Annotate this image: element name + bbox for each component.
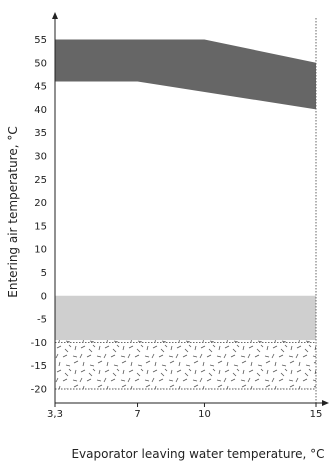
y-tick-label: 55 xyxy=(34,35,47,46)
x-tick-label: 7 xyxy=(134,409,140,420)
y-tick-label: 0 xyxy=(41,291,47,302)
x-tick-label: 10 xyxy=(198,409,211,420)
regions-layer xyxy=(55,39,316,389)
y-axis-title: Entering air temperature, °C xyxy=(6,126,20,297)
y-axis-arrow xyxy=(52,12,58,19)
y-tick-label: -15 xyxy=(31,361,47,372)
x-tick-label: 3,3 xyxy=(47,409,63,420)
y-tick-label: 5 xyxy=(41,268,47,279)
y-tick-label: 45 xyxy=(34,82,47,93)
y-tick-label: -5 xyxy=(37,315,47,326)
y-tick-label: 35 xyxy=(34,128,47,139)
y-tick-label: 30 xyxy=(34,152,47,163)
axes-layer xyxy=(52,12,329,406)
y-tick-label: 25 xyxy=(34,175,47,186)
y-tick-label: 10 xyxy=(34,245,47,256)
x-axis-title: Evaporator leaving water temperature, °C xyxy=(71,447,324,461)
region-dark-gray xyxy=(55,39,316,110)
y-tick-label: -20 xyxy=(31,385,47,396)
x-axis-arrow xyxy=(322,400,329,406)
y-tick-label: -10 xyxy=(31,338,47,349)
x-tick-label: 15 xyxy=(310,409,323,420)
region-speckle-pattern xyxy=(55,340,316,389)
y-tick-label: 15 xyxy=(34,221,47,232)
y-tick-label: 40 xyxy=(34,105,47,116)
y-tick-label: 20 xyxy=(34,198,47,209)
y-tick-label: 50 xyxy=(34,58,47,69)
region-light-gray xyxy=(55,295,316,341)
